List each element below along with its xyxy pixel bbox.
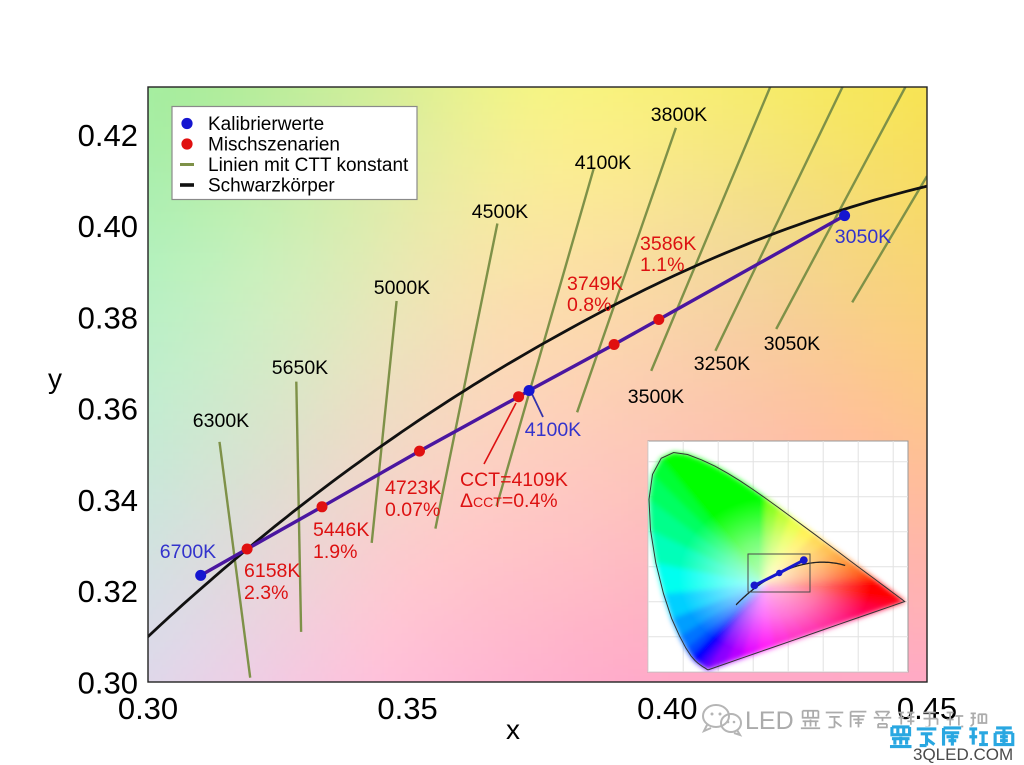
svg-text:0.40: 0.40 — [78, 209, 138, 244]
svg-text:3586K: 3586K — [640, 233, 696, 255]
svg-text:5650K: 5650K — [272, 357, 328, 379]
svg-text:4100K: 4100K — [575, 152, 631, 174]
svg-text:0.42: 0.42 — [78, 118, 138, 153]
svg-text:y: y — [48, 363, 62, 394]
svg-text:0.40: 0.40 — [637, 691, 697, 726]
svg-text:3800K: 3800K — [651, 104, 707, 126]
svg-text:4100K: 4100K — [525, 419, 581, 441]
svg-text:CCT=4109K: CCT=4109K — [460, 469, 568, 491]
svg-text:0.07%: 0.07% — [385, 499, 440, 521]
svg-text:0.32: 0.32 — [78, 574, 138, 609]
svg-text:0.36: 0.36 — [78, 392, 138, 427]
svg-text:0.30: 0.30 — [78, 665, 138, 700]
svg-text:6700K: 6700K — [160, 541, 216, 563]
svg-text:6300K: 6300K — [193, 410, 249, 432]
svg-text:0.45: 0.45 — [897, 691, 957, 726]
svg-text:0.35: 0.35 — [377, 691, 437, 726]
svg-text:5446K: 5446K — [313, 519, 369, 541]
svg-text:5000K: 5000K — [374, 277, 430, 299]
svg-text:3050K: 3050K — [764, 333, 820, 355]
svg-text:3250K: 3250K — [694, 353, 750, 375]
svg-text:4500K: 4500K — [472, 201, 528, 223]
svg-text:Linien mit CTT konstant: Linien mit CTT konstant — [208, 155, 409, 176]
svg-text:6158K: 6158K — [244, 560, 300, 582]
svg-text:3749K: 3749K — [567, 273, 623, 295]
svg-text:ΔCCT=0.4%: ΔCCT=0.4% — [460, 490, 558, 512]
svg-text:Schwarzkörper: Schwarzkörper — [208, 176, 335, 197]
svg-text:0.30: 0.30 — [118, 691, 178, 726]
svg-text:0.38: 0.38 — [78, 300, 138, 335]
svg-text:x: x — [506, 714, 520, 745]
svg-text:LED: LED — [745, 707, 794, 735]
svg-text:3QLED.COM: 3QLED.COM — [913, 745, 1013, 764]
svg-text:2.3%: 2.3% — [244, 582, 288, 604]
svg-text:0.8%: 0.8% — [567, 294, 611, 316]
svg-text:Kalibrierwerte: Kalibrierwerte — [208, 114, 324, 135]
svg-text:1.1%: 1.1% — [640, 254, 684, 276]
svg-text:4723K: 4723K — [385, 477, 441, 499]
svg-text:Mischszenarien: Mischszenarien — [208, 135, 340, 156]
svg-text:1.9%: 1.9% — [313, 541, 357, 563]
svg-text:3050K: 3050K — [835, 226, 891, 248]
svg-text:3500K: 3500K — [628, 386, 684, 408]
svg-text:0.34: 0.34 — [78, 483, 138, 518]
